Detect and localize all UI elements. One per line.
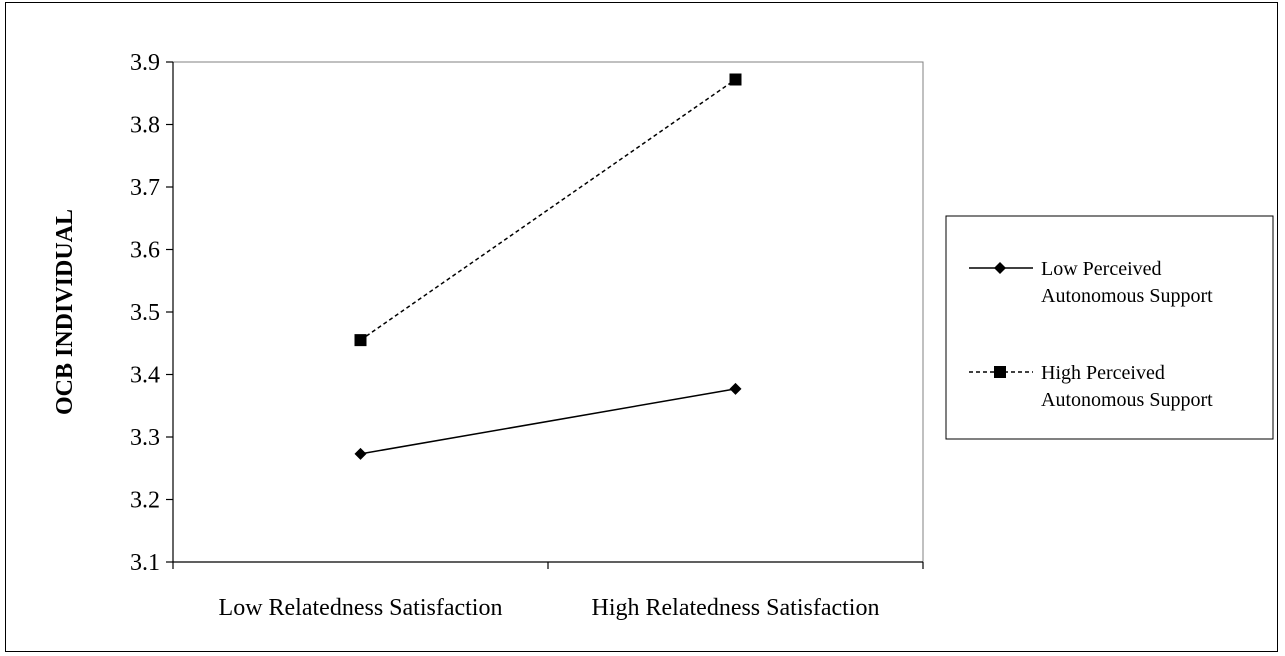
legend-marker-square <box>994 366 1006 378</box>
x-tick-label: High Relatedness Satisfaction <box>592 595 880 621</box>
y-tick-label: 3.1 <box>130 550 160 576</box>
y-tick-label: 3.9 <box>130 50 160 76</box>
legend-marker-diamond <box>994 262 1006 274</box>
legend-box <box>945 215 1274 440</box>
y-tick-label: 3.6 <box>130 238 160 264</box>
legend-label: Autonomous Support <box>1041 389 1213 411</box>
y-tick-label: 3.5 <box>130 300 160 326</box>
series-line-low-support <box>360 388 736 455</box>
y-axis-label: OCB INDIVIDUAL <box>52 209 78 415</box>
y-tick-label: 3.4 <box>130 363 160 389</box>
legend: Low Perceived Autonomous Support High Perc… <box>945 215 1274 440</box>
y-tick-label: 3.8 <box>130 113 160 139</box>
data-point-square <box>729 73 742 86</box>
legend-label: High Perceived <box>1041 362 1165 384</box>
data-point-diamond <box>354 447 367 460</box>
x-axis-ticks: Low Relatedness Satisfaction High Related… <box>172 562 924 621</box>
data-point-diamond <box>729 382 742 395</box>
x-tick-label: Low Relatedness Satisfaction <box>219 595 503 621</box>
y-tick-label: 3.3 <box>130 425 160 451</box>
series-line-high-support <box>360 78 736 341</box>
y-tick-label: 3.2 <box>130 488 160 514</box>
series-layer <box>354 73 742 460</box>
plot-area <box>172 61 924 563</box>
legend-label: Low Perceived <box>1041 258 1162 280</box>
data-point-square <box>354 334 367 347</box>
y-tick-label: 3.7 <box>130 175 160 201</box>
legend-label: Autonomous Support <box>1041 285 1213 307</box>
y-axis-ticks: 3.1 3.2 3.3 3.4 3.5 3.6 3.7 3.8 3.9 <box>130 50 173 576</box>
